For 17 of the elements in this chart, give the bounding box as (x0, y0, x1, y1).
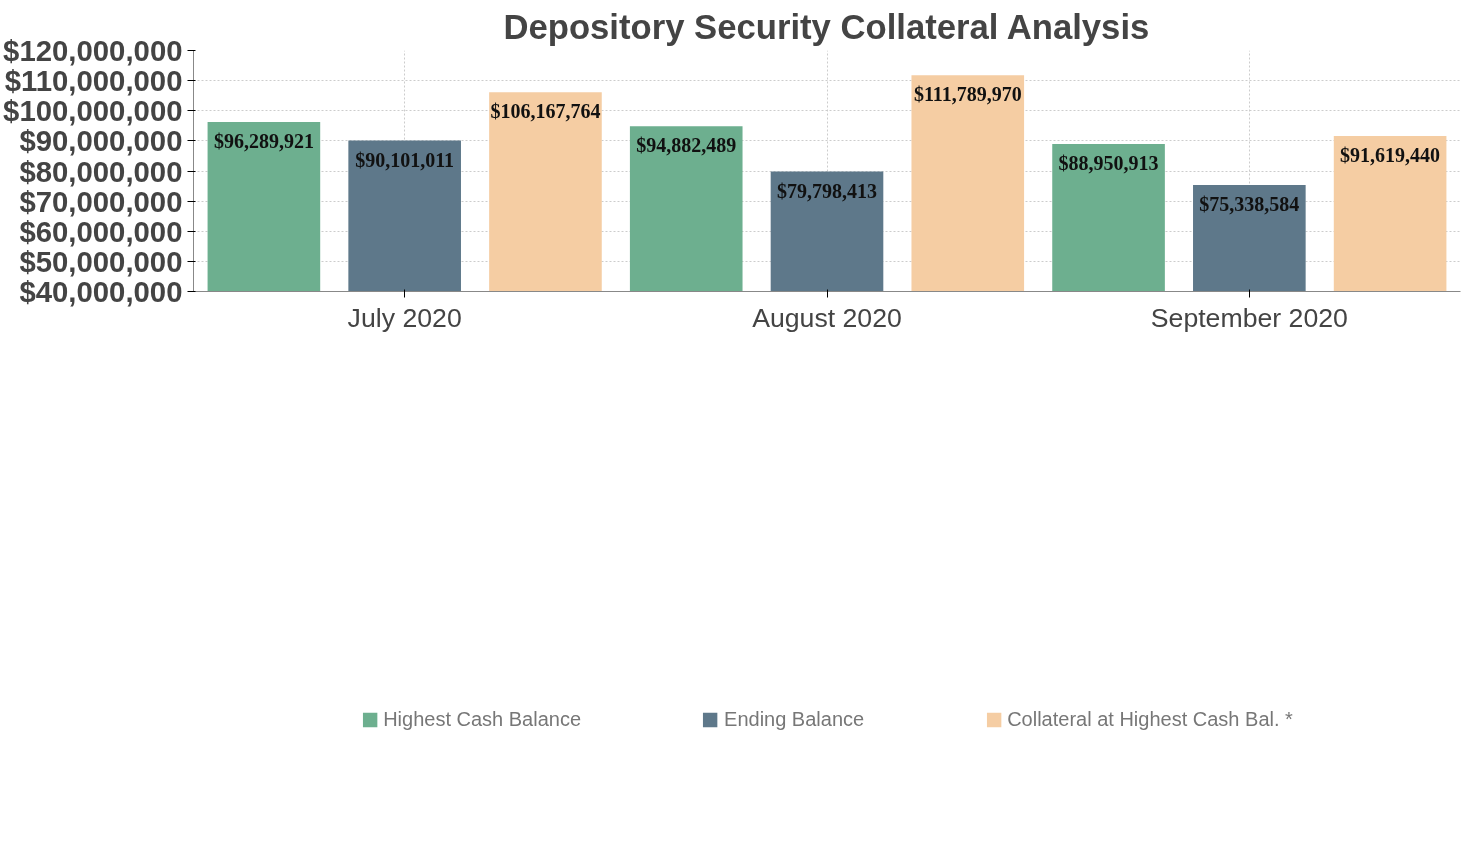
chart-title: Depository Security Collateral Analysis (503, 7, 1150, 46)
text: $96,289,921 (213, 129, 314, 152)
x-tick-label: September 2020 (1150, 302, 1348, 333)
text: $88,950,913 (1058, 152, 1159, 175)
x-tick-label: August 2020 (752, 302, 902, 333)
legend-label: Ending Balance (724, 707, 865, 731)
text: $75,338,584 (1199, 193, 1300, 216)
text: $94,882,489 (636, 134, 737, 157)
text: $111,789,970 (913, 83, 1022, 106)
legend-label: Highest Cash Balance (383, 707, 582, 731)
text: $79,798,413 (777, 179, 877, 202)
legend-label: Collateral at Highest Cash Bal. * (1007, 707, 1293, 731)
x-tick-label: July 2020 (347, 302, 462, 333)
text: $91,619,440 (1340, 144, 1441, 166)
text: $106,167,764 (490, 100, 601, 123)
y-tick-label: $120,000,000 (3, 34, 183, 67)
text: $90,101,011 (355, 148, 455, 171)
